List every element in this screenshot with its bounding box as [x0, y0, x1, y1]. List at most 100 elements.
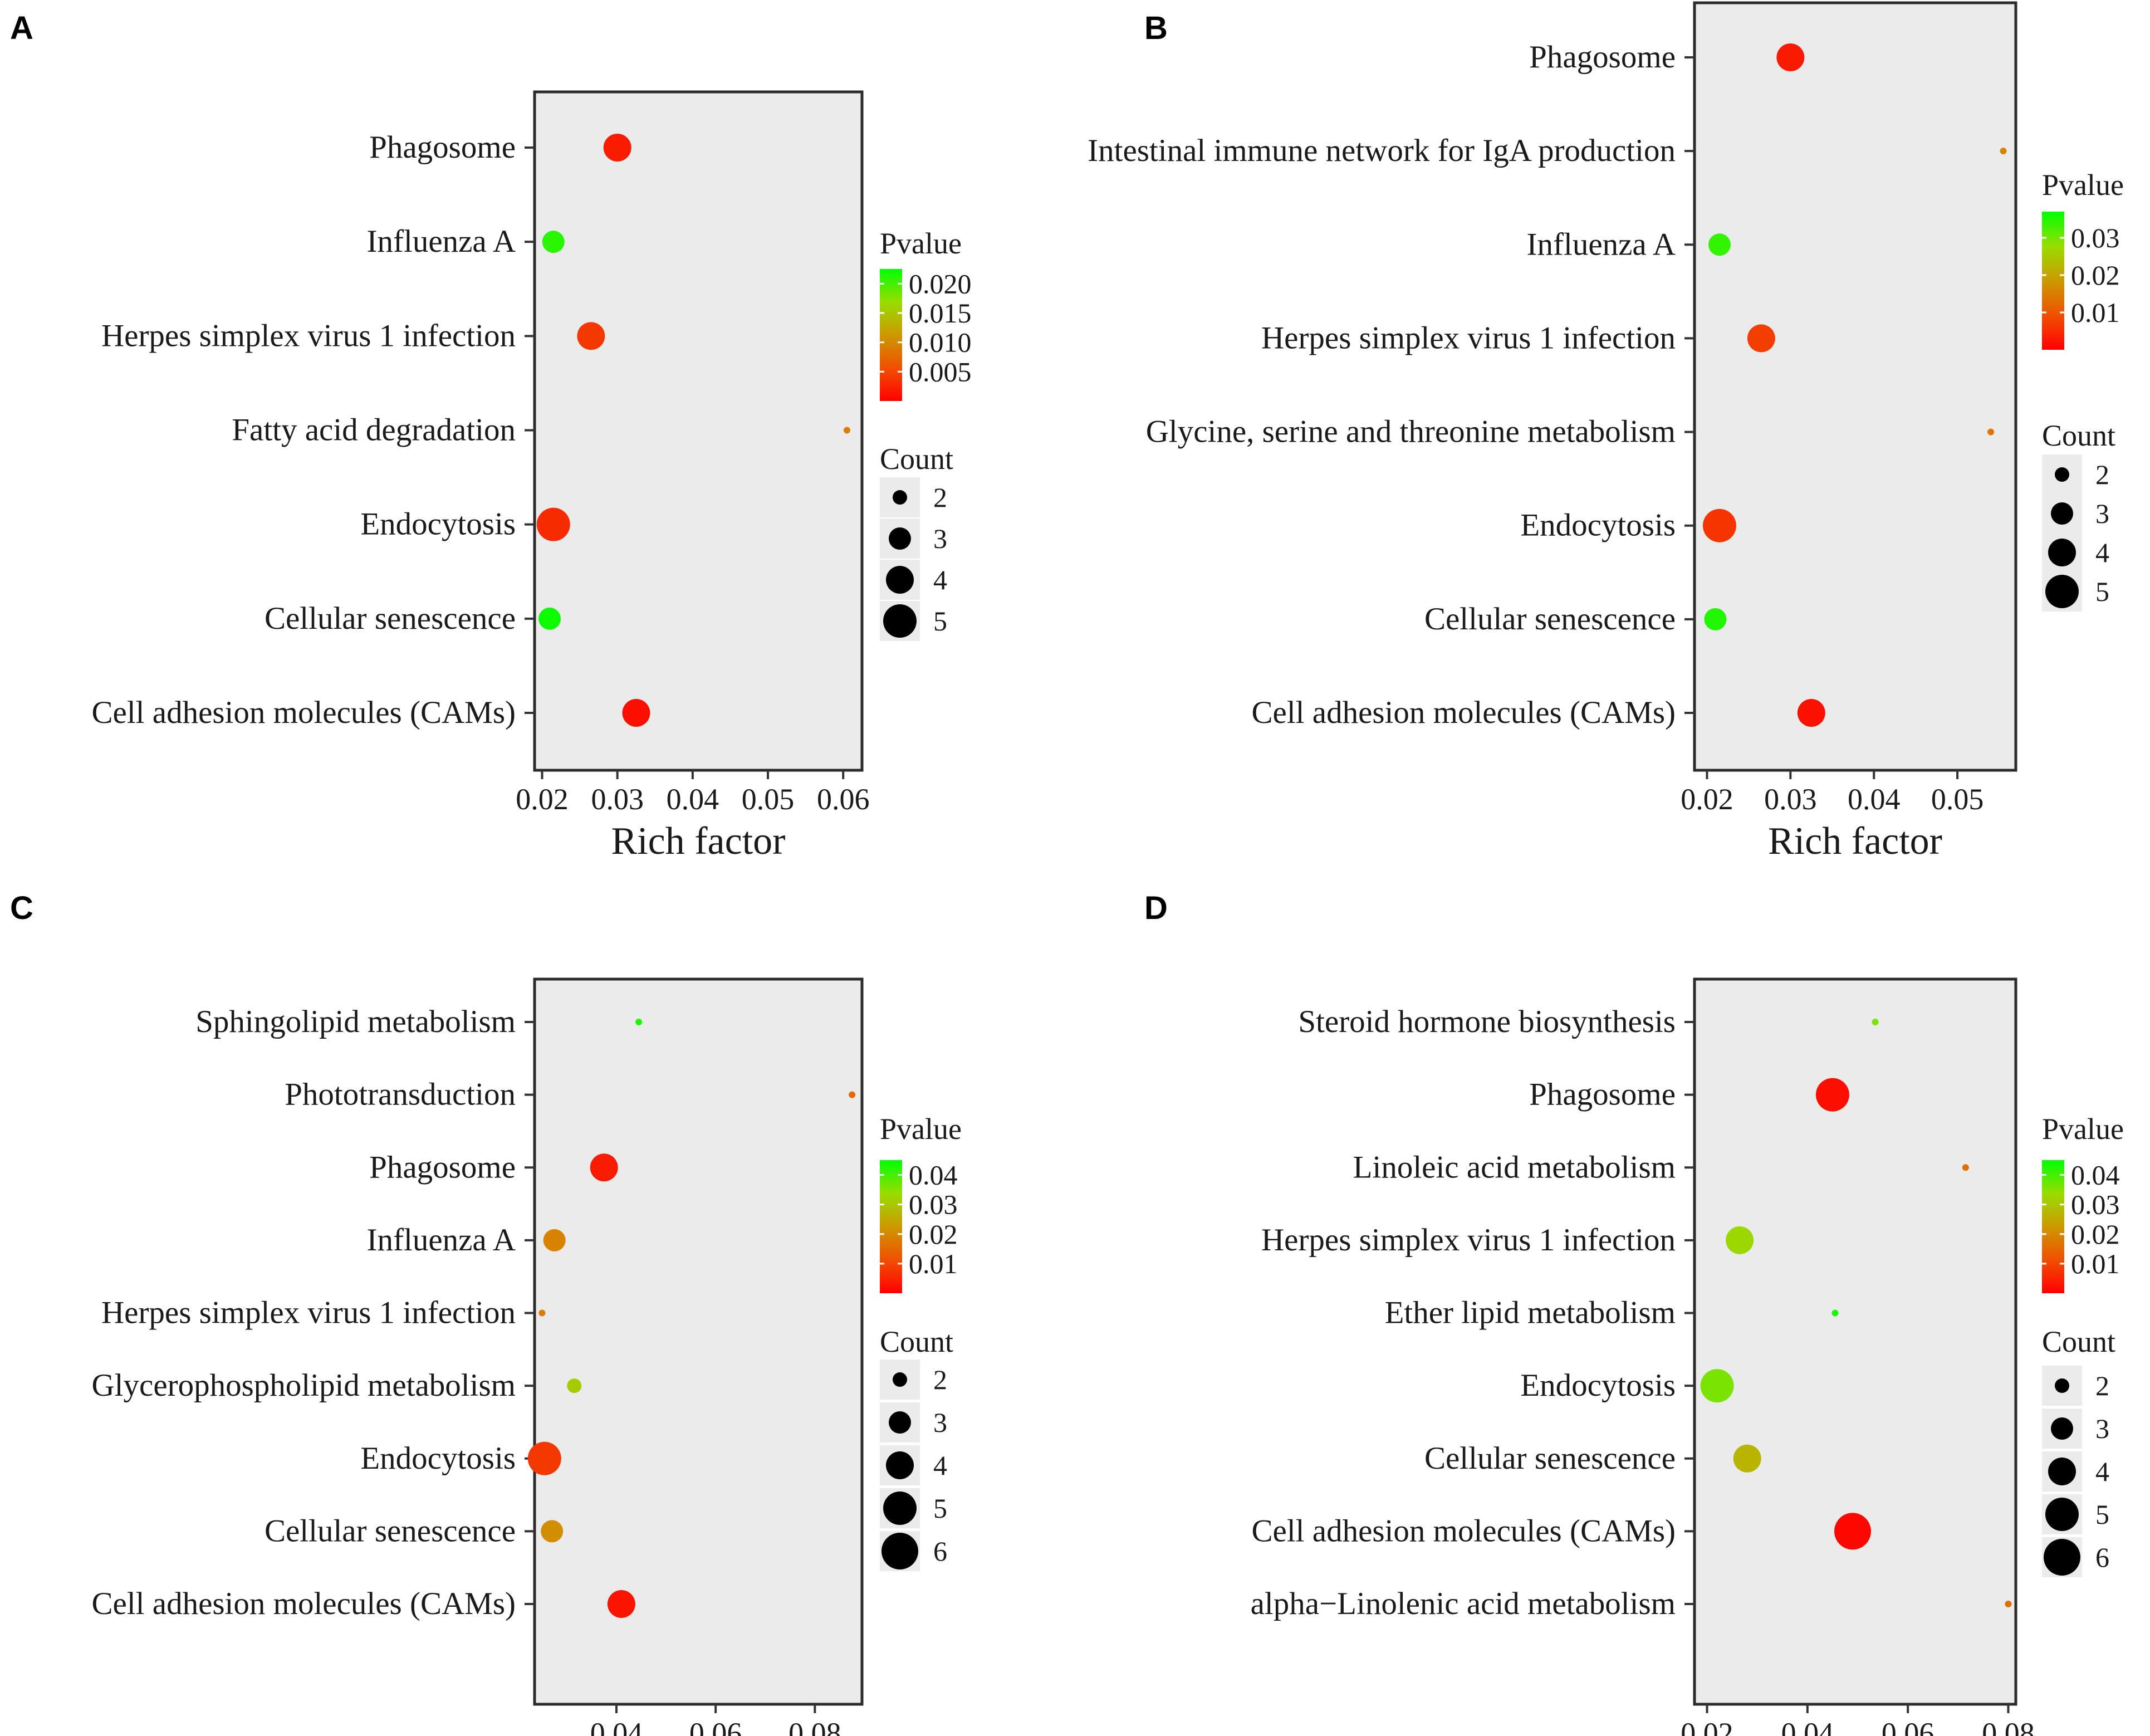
data-point: [635, 1019, 643, 1025]
data-point: [622, 699, 650, 727]
y-tick-label: Endocytosis: [1520, 508, 1676, 543]
x-tick-label: 0.04: [1781, 1717, 1834, 1736]
data-point: [2000, 148, 2007, 155]
x-tick-label: 0.05: [742, 783, 795, 816]
pvalue-legend-title: Pvalue: [2042, 168, 2124, 202]
x-tick-label: 0.06: [817, 783, 870, 816]
x-tick-label: 0.08: [789, 1717, 841, 1736]
count-legend-label: 2: [2095, 459, 2109, 490]
count-legend-dot: [889, 1411, 911, 1434]
data-point: [2005, 1601, 2012, 1607]
x-axis-title: Rich factor: [611, 820, 786, 863]
data-point: [1831, 1309, 1839, 1317]
data-point: [1704, 608, 1727, 630]
panel-label: B: [1144, 10, 1168, 46]
y-tick-label: Fatty acid degradation: [232, 413, 516, 448]
data-point: [1733, 1444, 1761, 1473]
data-point: [1872, 1019, 1879, 1025]
panel-d: D Steroid hormone biosynthesis Phagosome Li…: [1144, 890, 2124, 1736]
y-tick-label: Cell adhesion molecules (CAMs): [92, 695, 516, 730]
y-tick-label: Herpes simplex virus 1 infection: [1261, 1222, 1676, 1258]
pvalue-legend-label: 0.03: [909, 1189, 958, 1220]
data-point: [1987, 428, 1995, 436]
data-point: [543, 1229, 566, 1251]
pvalue-colorbar: [2042, 212, 2064, 350]
y-tick-label: Steroid hormone biosynthesis: [1298, 1004, 1676, 1039]
x-tick-label: 0.06: [689, 1717, 742, 1736]
pvalue-legend-label: 0.020: [909, 268, 972, 299]
data-point: [1747, 324, 1775, 353]
data-point: [1776, 43, 1805, 71]
y-tick-label: Endocytosis: [360, 507, 516, 542]
y-tick-label: Linoleic acid metabolism: [1353, 1150, 1676, 1185]
pvalue-legend-label: 0.03: [2071, 222, 2120, 253]
panel-label: A: [10, 10, 33, 46]
y-tick-label: Cell adhesion molecules (CAMs): [92, 1586, 516, 1621]
count-legend-dot: [2055, 467, 2069, 482]
x-tick-label: 0.03: [591, 783, 644, 816]
data-point: [1726, 1226, 1754, 1254]
y-tick-label: Cell adhesion molecules (CAMs): [1252, 1513, 1676, 1548]
data-point: [538, 1309, 546, 1317]
data-point: [567, 1378, 582, 1393]
panel-c: C Sphingolipid metabolism Phototransductio…: [10, 890, 962, 1736]
y-tick-label: Phototransduction: [285, 1077, 516, 1112]
count-legend-label: 6: [2095, 1542, 2109, 1573]
data-point: [1797, 699, 1825, 727]
count-legend-label: 3: [2095, 498, 2109, 529]
x-tick-label: 0.05: [1931, 783, 1984, 816]
data-point: [538, 607, 561, 630]
count-legend-dot: [2045, 1498, 2079, 1531]
count-legend-label: 6: [933, 1535, 947, 1567]
data-point: [603, 134, 631, 162]
pvalue-legend-label: 0.03: [2071, 1189, 2120, 1220]
count-legend-title: Count: [880, 1325, 953, 1358]
panel-a: A Phagosome Influenza A Herpes simplex viru…: [10, 10, 972, 863]
count-legend-label: 5: [933, 605, 947, 637]
pvalue-colorbar: [2042, 1160, 2064, 1293]
x-tick-label: 0.04: [1848, 783, 1901, 816]
count-legend-label: 5: [2095, 576, 2109, 607]
x-tick-label: 0.03: [1764, 783, 1817, 816]
data-point: [590, 1153, 618, 1182]
y-tick-label: Endocytosis: [360, 1441, 516, 1476]
data-point: [849, 1091, 856, 1098]
pvalue-legend-label: 0.005: [909, 356, 972, 387]
pvalue-legend-label: 0.01: [2071, 1248, 2120, 1279]
pvalue-legend-label: 0.015: [909, 297, 972, 329]
y-tick-label: Sphingolipid metabolism: [195, 1004, 516, 1039]
data-point: [541, 1520, 564, 1543]
data-point: [577, 322, 605, 350]
pvalue-legend-title: Pvalue: [880, 227, 962, 260]
data-point: [1815, 1078, 1849, 1112]
y-tick-label: Herpes simplex virus 1 infection: [101, 318, 516, 353]
data-point: [1702, 508, 1736, 542]
count-legend-label: 4: [933, 564, 947, 595]
pvalue-legend-title: Pvalue: [880, 1112, 962, 1146]
y-tick-label: Glycerophospholipid metabolism: [92, 1368, 516, 1403]
count-legend-title: Count: [880, 442, 953, 476]
count-legend-dot: [2048, 539, 2076, 566]
count-legend-dot: [2051, 1417, 2073, 1440]
count-legend-title: Count: [2042, 1325, 2115, 1358]
count-legend-label: 4: [933, 1450, 947, 1481]
y-tick-label: Cellular senescence: [1424, 602, 1676, 637]
y-tick-label: Endocytosis: [1520, 1368, 1676, 1403]
pvalue-legend-label: 0.02: [2071, 1219, 2120, 1250]
y-tick-label: Influenza A: [367, 1222, 516, 1258]
count-legend-dot: [886, 1451, 914, 1479]
count-legend-dot: [2045, 575, 2079, 608]
pvalue-legend-label: 0.02: [2071, 260, 2120, 291]
pvalue-legend-label: 0.02: [909, 1219, 958, 1250]
data-point: [843, 427, 850, 434]
x-tick-label: 0.02: [1681, 1717, 1733, 1736]
count-legend-title: Count: [2042, 419, 2115, 452]
data-point: [536, 507, 570, 541]
pvalue-legend-label: 0.01: [909, 1248, 958, 1279]
count-legend-dot: [893, 490, 907, 505]
y-tick-label: Phagosome: [369, 1150, 516, 1185]
x-tick-label: 0.02: [1681, 783, 1733, 816]
y-tick-label: Influenza A: [367, 224, 516, 259]
y-tick-label: alpha−Linolenic acid metabolism: [1251, 1586, 1676, 1621]
